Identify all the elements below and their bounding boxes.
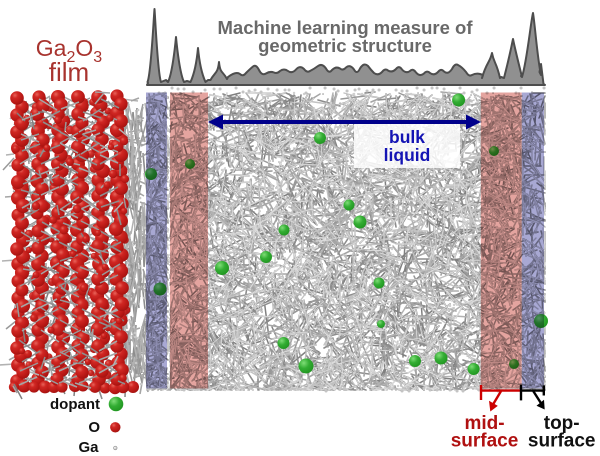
- svg-text:film: film: [49, 57, 89, 87]
- svg-text:liquid: liquid: [384, 145, 431, 165]
- svg-text:mid-: mid-: [464, 413, 504, 434]
- svg-text:Ga: Ga: [78, 439, 99, 456]
- svg-text:surface: surface: [451, 431, 519, 452]
- svg-text:top-: top-: [544, 413, 580, 434]
- svg-text:bulk: bulk: [389, 127, 425, 147]
- svg-text:dopant: dopant: [50, 396, 100, 413]
- svg-text:Machine learning measure of: Machine learning measure of: [218, 17, 474, 38]
- svg-text:Ga2O3: Ga2O3: [36, 35, 102, 66]
- svg-text:geometric structure: geometric structure: [258, 35, 432, 56]
- svg-text:surface: surface: [528, 431, 596, 452]
- svg-text:O: O: [88, 419, 100, 436]
